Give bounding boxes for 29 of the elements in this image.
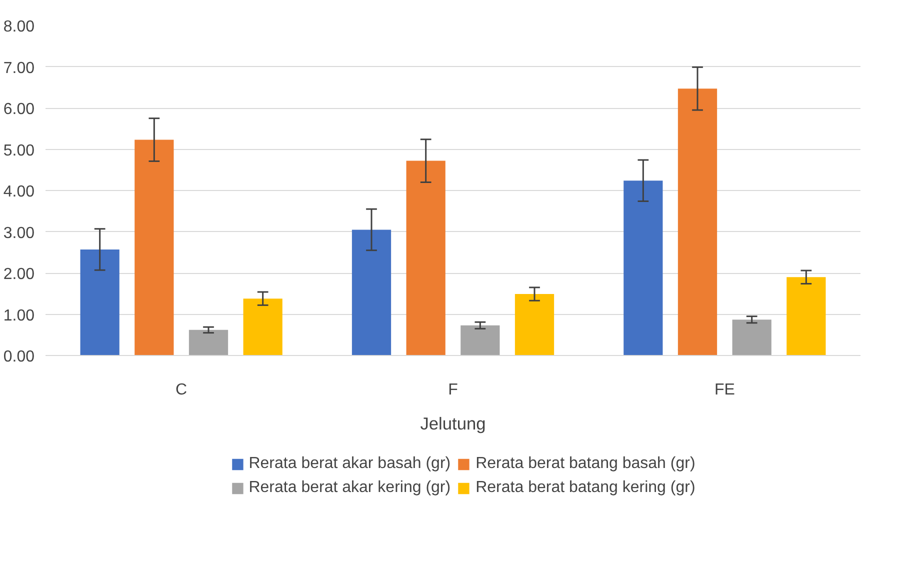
bar — [514, 294, 554, 356]
y-tick-label: 6.00 — [3, 101, 35, 118]
bar — [134, 140, 174, 356]
y-tick-label: 3.00 — [3, 224, 35, 242]
bar — [188, 330, 228, 356]
legend-label: Rerata berat batang kering (gr) — [476, 479, 696, 497]
y-tick-label: 8.00 — [3, 18, 35, 36]
legend-label: Rerata berat akar kering (gr) — [248, 479, 451, 497]
bar — [460, 325, 500, 356]
legend-label: Rerata berat batang basah (gr) — [476, 455, 696, 473]
x-tick-label: FE — [714, 382, 735, 398]
bar — [243, 298, 282, 356]
legend-label: Rerata berat akar basah (gr) — [248, 455, 451, 473]
x-tick-label: C — [176, 382, 188, 398]
y-tick-label: 0.00 — [3, 348, 35, 366]
x-tick-label: F — [448, 382, 458, 398]
bar — [624, 180, 663, 356]
bar — [406, 160, 446, 356]
y-tick-label: 2.00 — [3, 266, 35, 283]
y-tick-label: 5.00 — [3, 142, 35, 160]
y-tick-label: 1.00 — [3, 307, 35, 324]
y-tick-label: 7.00 — [3, 60, 35, 77]
y-tick-label: 4.00 — [3, 184, 35, 200]
bar — [786, 277, 826, 356]
bar — [80, 249, 120, 356]
bar — [678, 88, 718, 356]
bar — [352, 230, 392, 356]
bar — [732, 320, 772, 356]
x-axis-title: Jelutung — [420, 414, 486, 434]
